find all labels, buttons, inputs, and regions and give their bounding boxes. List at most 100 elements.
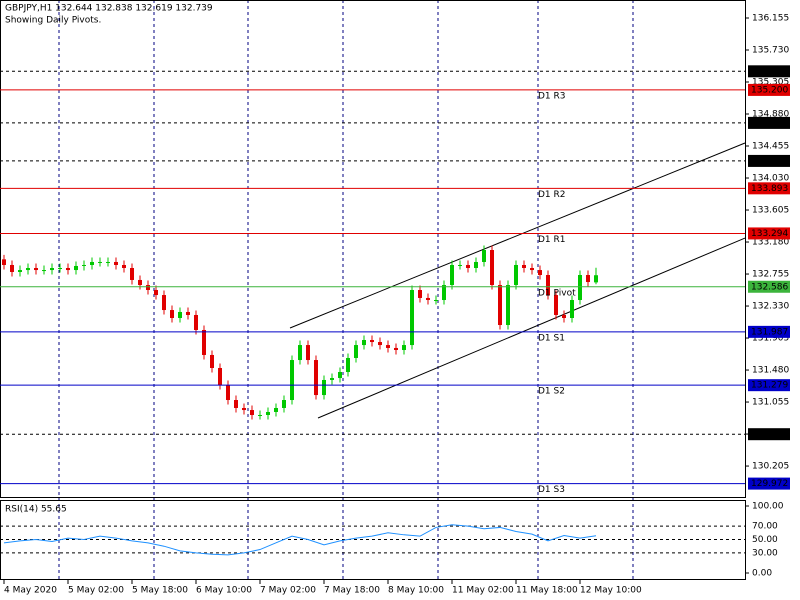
- candle-body: [250, 410, 254, 415]
- x-tick-label: 11 May 02:00: [452, 586, 514, 596]
- candle-body: [338, 371, 342, 379]
- level-box: [748, 83, 790, 96]
- y-tick-label: 134.455: [752, 142, 789, 152]
- candle-body: [314, 360, 318, 396]
- x-tick-label: 7 May 18:00: [324, 586, 380, 596]
- chart-title: GBPJPY,H1 132.644 132.838 132.619 132.73…: [5, 4, 213, 14]
- level-name: D1 Pivot: [538, 288, 576, 298]
- candle-body: [138, 279, 142, 286]
- rsi-line: [3, 524, 597, 556]
- y-tick-label: 130.205: [752, 462, 789, 472]
- candle-body: [530, 268, 534, 271]
- candle-body: [26, 268, 30, 271]
- candle-body: [514, 264, 518, 286]
- candle-body: [490, 250, 494, 286]
- y-tick-label: 135.305: [752, 78, 789, 88]
- candle-body: [170, 310, 174, 319]
- candle-body: [306, 345, 310, 361]
- level-label: 135.447: [751, 67, 788, 77]
- candle-body: [498, 285, 502, 326]
- candle-body: [426, 297, 430, 301]
- main-frame: [0, 0, 746, 498]
- candle-body: [274, 407, 278, 412]
- candle-body: [578, 275, 582, 301]
- y-tick-label: 132.755: [752, 270, 789, 280]
- candle-body: [354, 345, 358, 358]
- rsi-tick-label: 70.00: [752, 522, 778, 532]
- candle-body: [66, 268, 70, 271]
- candle-body: [202, 329, 206, 355]
- candle-body: [2, 259, 6, 265]
- level-label: 134.762: [751, 118, 788, 128]
- level-box: [748, 154, 790, 167]
- candle-body: [194, 314, 198, 330]
- level-name: D1 R2: [538, 190, 566, 200]
- candle-body: [282, 400, 286, 408]
- candle-body: [42, 270, 46, 272]
- y-tick-label: 133.605: [752, 206, 789, 216]
- level-label: 132.586: [751, 282, 788, 292]
- candle-body: [162, 295, 166, 311]
- y-tick-label: 134.880: [752, 110, 789, 120]
- rsi-title: RSI(14) 55.65: [5, 505, 67, 515]
- candle-body: [258, 414, 262, 416]
- candle-body: [466, 264, 470, 269]
- level-label: 135.200: [751, 85, 788, 95]
- level-label: 131.987: [751, 327, 788, 337]
- candle-body: [266, 411, 270, 415]
- level-name: D1 S1: [538, 333, 565, 343]
- candle-body: [386, 345, 390, 348]
- channel-upper: [289, 142, 746, 329]
- y-tick-label: 131.905: [752, 334, 789, 344]
- candle-body: [146, 285, 150, 290]
- candle-body: [210, 354, 214, 369]
- level-label: 133.294: [751, 229, 788, 239]
- level-box: [748, 325, 790, 338]
- y-tick-label: 132.330: [752, 302, 789, 312]
- y-tick-label: 136.155: [752, 13, 789, 23]
- x-tick-label: 4 May 2020: [4, 586, 57, 596]
- candle-body: [154, 289, 158, 296]
- candle-body: [234, 400, 238, 408]
- candle-body: [506, 285, 510, 326]
- candle-body: [538, 270, 542, 276]
- x-tick-label: 6 May 10:00: [196, 586, 252, 596]
- candle-body: [18, 270, 22, 272]
- candle-body: [362, 339, 366, 346]
- x-tick-label: 12 May 10:00: [580, 586, 642, 596]
- y-tick-label: 133.180: [752, 238, 789, 248]
- level-label: 130.628: [751, 430, 788, 440]
- candle-body: [186, 311, 190, 315]
- x-tick-label: 11 May 18:00: [516, 586, 578, 596]
- rsi-tick-label: 30.00: [752, 548, 778, 558]
- candle-body: [450, 264, 454, 286]
- candle-body: [434, 300, 438, 302]
- candle-body: [74, 265, 78, 271]
- x-tick-label: 7 May 02:00: [260, 586, 316, 596]
- candle-body: [82, 264, 86, 266]
- candle-body: [378, 342, 382, 346]
- candle-body: [226, 385, 230, 401]
- y-tick-label: 135.730: [752, 46, 789, 56]
- candle-body: [290, 360, 294, 401]
- candle-body: [474, 261, 478, 269]
- level-box: [748, 65, 790, 78]
- candle-body: [10, 264, 14, 272]
- candle-body: [178, 311, 182, 319]
- channel-lower: [317, 237, 746, 419]
- candle-body: [122, 264, 126, 269]
- chart-subtitle: Showing Daily Pivots.: [5, 16, 101, 26]
- candle-body: [418, 289, 422, 298]
- candle-body: [58, 268, 62, 270]
- candle-body: [106, 261, 110, 263]
- level-box: [748, 428, 790, 441]
- candle-body: [346, 357, 350, 372]
- candle-body: [482, 250, 486, 262]
- candle-body: [402, 345, 406, 351]
- candle-body: [34, 268, 38, 271]
- candle-body: [98, 261, 102, 263]
- candle-body: [370, 339, 374, 343]
- candle-body: [458, 264, 462, 266]
- level-box: [748, 227, 790, 240]
